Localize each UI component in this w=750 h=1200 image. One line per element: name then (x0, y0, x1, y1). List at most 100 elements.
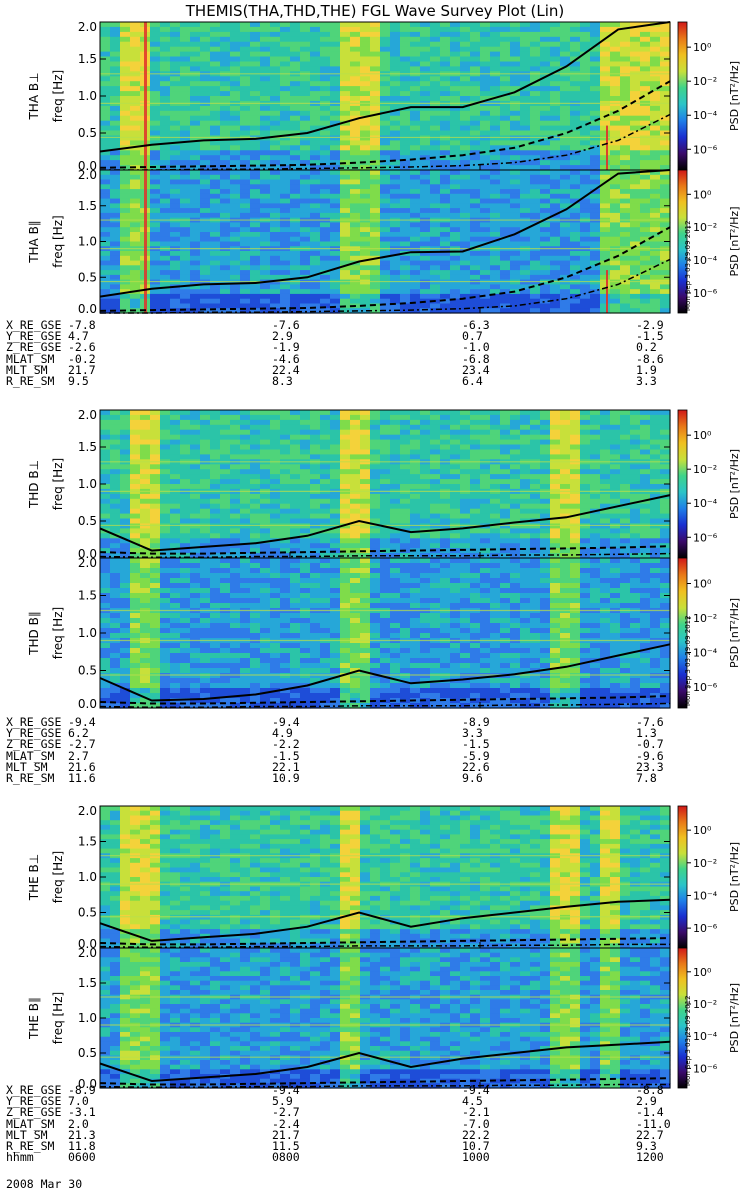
spectrogram-tha-perp: 0.0 0.5 1.0 1.5 2.0 THA B⊥ freq [Hz] 10⁰ 10⁻² 10⁻… (27, 20, 741, 173)
colorbar-tick-label: 10⁻² (693, 612, 717, 625)
ephemeris-value: -9.4 (272, 715, 300, 729)
y-tick-label: 2.0 (78, 804, 97, 818)
colorbar-tick-label: 10⁰ (693, 188, 712, 201)
ephemeris-value: 21.3 (68, 1127, 96, 1142)
dashdot-line (99, 1083, 670, 1089)
colorbar-tick-label: 10⁻⁴ (693, 254, 718, 267)
y-tick-label: 0.5 (78, 906, 97, 920)
ephemeris-row: MLT_SM 21.3 21.7 22.2 22.7 (6, 1127, 706, 1142)
ephemeris-row: R_RE_SM 11.6 10.9 9.6 7.8 (6, 770, 706, 785)
dashdot-line (100, 258, 671, 314)
ephemeris-value: 8.3 (272, 373, 293, 388)
colorbar-tick-label: 10⁻⁶ (693, 143, 718, 156)
colorbar-tick-label: 10⁻² (693, 463, 717, 476)
time-axis-row: hhmm 0600 0800 1000 1200 (6, 1150, 706, 1165)
y-tick-label: 1.0 (78, 1011, 97, 1025)
ephemeris-value: -3.1 (68, 1105, 96, 1120)
panel-label: THD B∥ (27, 611, 41, 656)
time-tick-label: 0600 (68, 1150, 96, 1165)
ephemeris-value: 22.4 (272, 362, 300, 377)
ephemeris-value: 3.3 (636, 373, 657, 388)
ephemeris-label: Y_RE_GSE (6, 726, 62, 741)
y-tick-label: 0.0 (78, 302, 97, 316)
ephemeris-value: 4.5 (462, 1094, 483, 1109)
colorbar-tick-label: 10⁰ (693, 966, 712, 979)
spectrogram-tha-par: 0.0 0.5 1.0 1.5 2.0 THA B∥ freq [Hz] 10⁰ 10⁻² 10⁻… (27, 168, 741, 316)
colorbar-tick-label: 10⁻⁴ (693, 497, 718, 510)
ephemeris-value: 10.7 (462, 1138, 490, 1153)
ephemeris-value: 10.9 (272, 770, 300, 785)
panel-label: THD B⊥ (27, 460, 41, 509)
ephemeris-value: -9.6 (636, 748, 664, 763)
ephemeris-row: MLAT_SM 2.7 -1.5 -5.9 -9.6 (6, 748, 706, 763)
colorbar (677, 409, 688, 559)
ephemeris-value: -2.2 (272, 737, 300, 752)
ephemeris-value: 7.8 (636, 770, 657, 785)
ephemeris-value: -9.4 (462, 1083, 490, 1097)
dashdot-line (100, 113, 671, 171)
freq-axis-label: freq [Hz] (51, 70, 65, 122)
ephemeris-value: 4.7 (68, 329, 89, 344)
ephemeris-value: 3.3 (462, 726, 483, 741)
y-tick-label: 0.5 (78, 126, 97, 140)
dashdot-line (99, 702, 671, 709)
colorbar-tick-label: 10⁻⁶ (693, 922, 718, 935)
ephemeris-label: X_RE_GSE (6, 1083, 62, 1097)
ephemeris-value: -2.7 (272, 1105, 300, 1120)
ephemeris-row: Y_RE_GSE 4.7 2.9 0.7 -1.5 (6, 329, 706, 344)
dashed-line (99, 226, 671, 312)
colorbar-tick-label: 10⁻² (693, 75, 717, 88)
y-tick-label: 1.0 (78, 626, 97, 640)
ephemeris-row: X_RE_GSE -7.8 -7.6 -6.3 -2.9 (6, 318, 706, 332)
y-tick-label: 1.5 (78, 440, 97, 454)
ephemeris-label: X_RE_GSE (6, 318, 62, 332)
ephemeris-value: 22.1 (272, 759, 300, 774)
ephemeris-label: Y_RE_GSE (6, 1094, 62, 1109)
ephemeris-value: 21.7 (272, 1127, 300, 1142)
colorbar-label: PSD [nT²/Hz] (728, 842, 741, 912)
ephemeris-value: 2.0 (68, 1116, 89, 1131)
ephemeris-value: -4.6 (272, 351, 300, 366)
ephemeris-value: 23.4 (462, 362, 490, 377)
y-tick-label: 0.5 (78, 1046, 97, 1060)
colorbar-label: PSD [nT²/Hz] (728, 598, 741, 668)
colorbar-tick-label: 10⁻⁴ (693, 889, 718, 902)
ephemeris-value: 21.6 (68, 759, 96, 774)
ephemeris-value: 1.3 (636, 726, 657, 741)
freq-axis-label: freq [Hz] (51, 992, 65, 1044)
timestamp-stamp: Mon Sep 3 03:29:09 2012 (684, 995, 692, 1086)
y-tick-label: 2.0 (78, 556, 97, 570)
ephemeris-value: -6.8 (462, 351, 490, 366)
y-tick-label: 0.0 (78, 159, 97, 173)
gyrofrequency-line (99, 643, 671, 702)
ephemeris-label: R_RE_SM (6, 770, 55, 785)
ephemeris-value: -7.0 (462, 1116, 490, 1131)
dashed-line (99, 1077, 671, 1086)
colorbar-tick-label: 10⁻⁴ (693, 647, 718, 660)
ephemeris-row: MLAT_SM 2.0 -2.4 -7.0 -11.0 (6, 1116, 706, 1131)
y-tick-label: 1.0 (78, 235, 97, 249)
colorbar-tick-label: 10⁻² (693, 221, 717, 234)
y-tick-label: 1.5 (78, 835, 97, 849)
ephemeris-label: MLT_SM (6, 362, 48, 377)
ephemeris-value: -8.8 (636, 1083, 664, 1097)
ephemeris-value: -2.4 (272, 1116, 300, 1131)
gyrofrequency-line (99, 169, 671, 298)
spectrogram-the-par: 0.0 0.5 1.0 1.5 2.0 THE B∥ freq [Hz] 10⁰ 10⁻² 10⁻… (27, 946, 741, 1091)
y-tick-label: 1.0 (78, 89, 97, 103)
ephemeris-row: Y_RE_GSE 6.2 4.9 3.3 1.3 (6, 726, 706, 741)
colorbar-tick-label: 10⁻⁶ (693, 1062, 718, 1075)
ephemeris-value: 0.7 (462, 329, 483, 344)
colorbar-tick-label: 10⁻² (693, 857, 717, 870)
ephemeris-value: 6.2 (68, 726, 89, 741)
panel-label: THE B⊥ (27, 854, 41, 901)
ephemeris-value: -0.7 (636, 737, 664, 752)
ephemeris-row: X_RE_GSE -8.9 -9.4 -9.4 -8.8 (6, 1083, 706, 1097)
colorbar-tick-label: 10⁰ (693, 824, 712, 837)
ephemeris-tha: X_RE_GSE -7.8 -7.6 -6.3 -2.9 Y_RE_GSE 4.7 2.9 0.… (6, 318, 706, 388)
colorbar-tick-label: 10⁻⁴ (693, 1030, 718, 1043)
ephemeris-row: X_RE_GSE -9.4 -9.4 -8.9 -7.6 (6, 715, 706, 729)
colorbar-tick-label: 10⁻⁶ (693, 681, 718, 694)
colorbar (677, 169, 688, 314)
panel-thd: 0.0 0.5 1.0 1.5 2.0 THD B⊥ freq [Hz] 10⁰ 10⁻² 10⁻… (27, 408, 741, 711)
